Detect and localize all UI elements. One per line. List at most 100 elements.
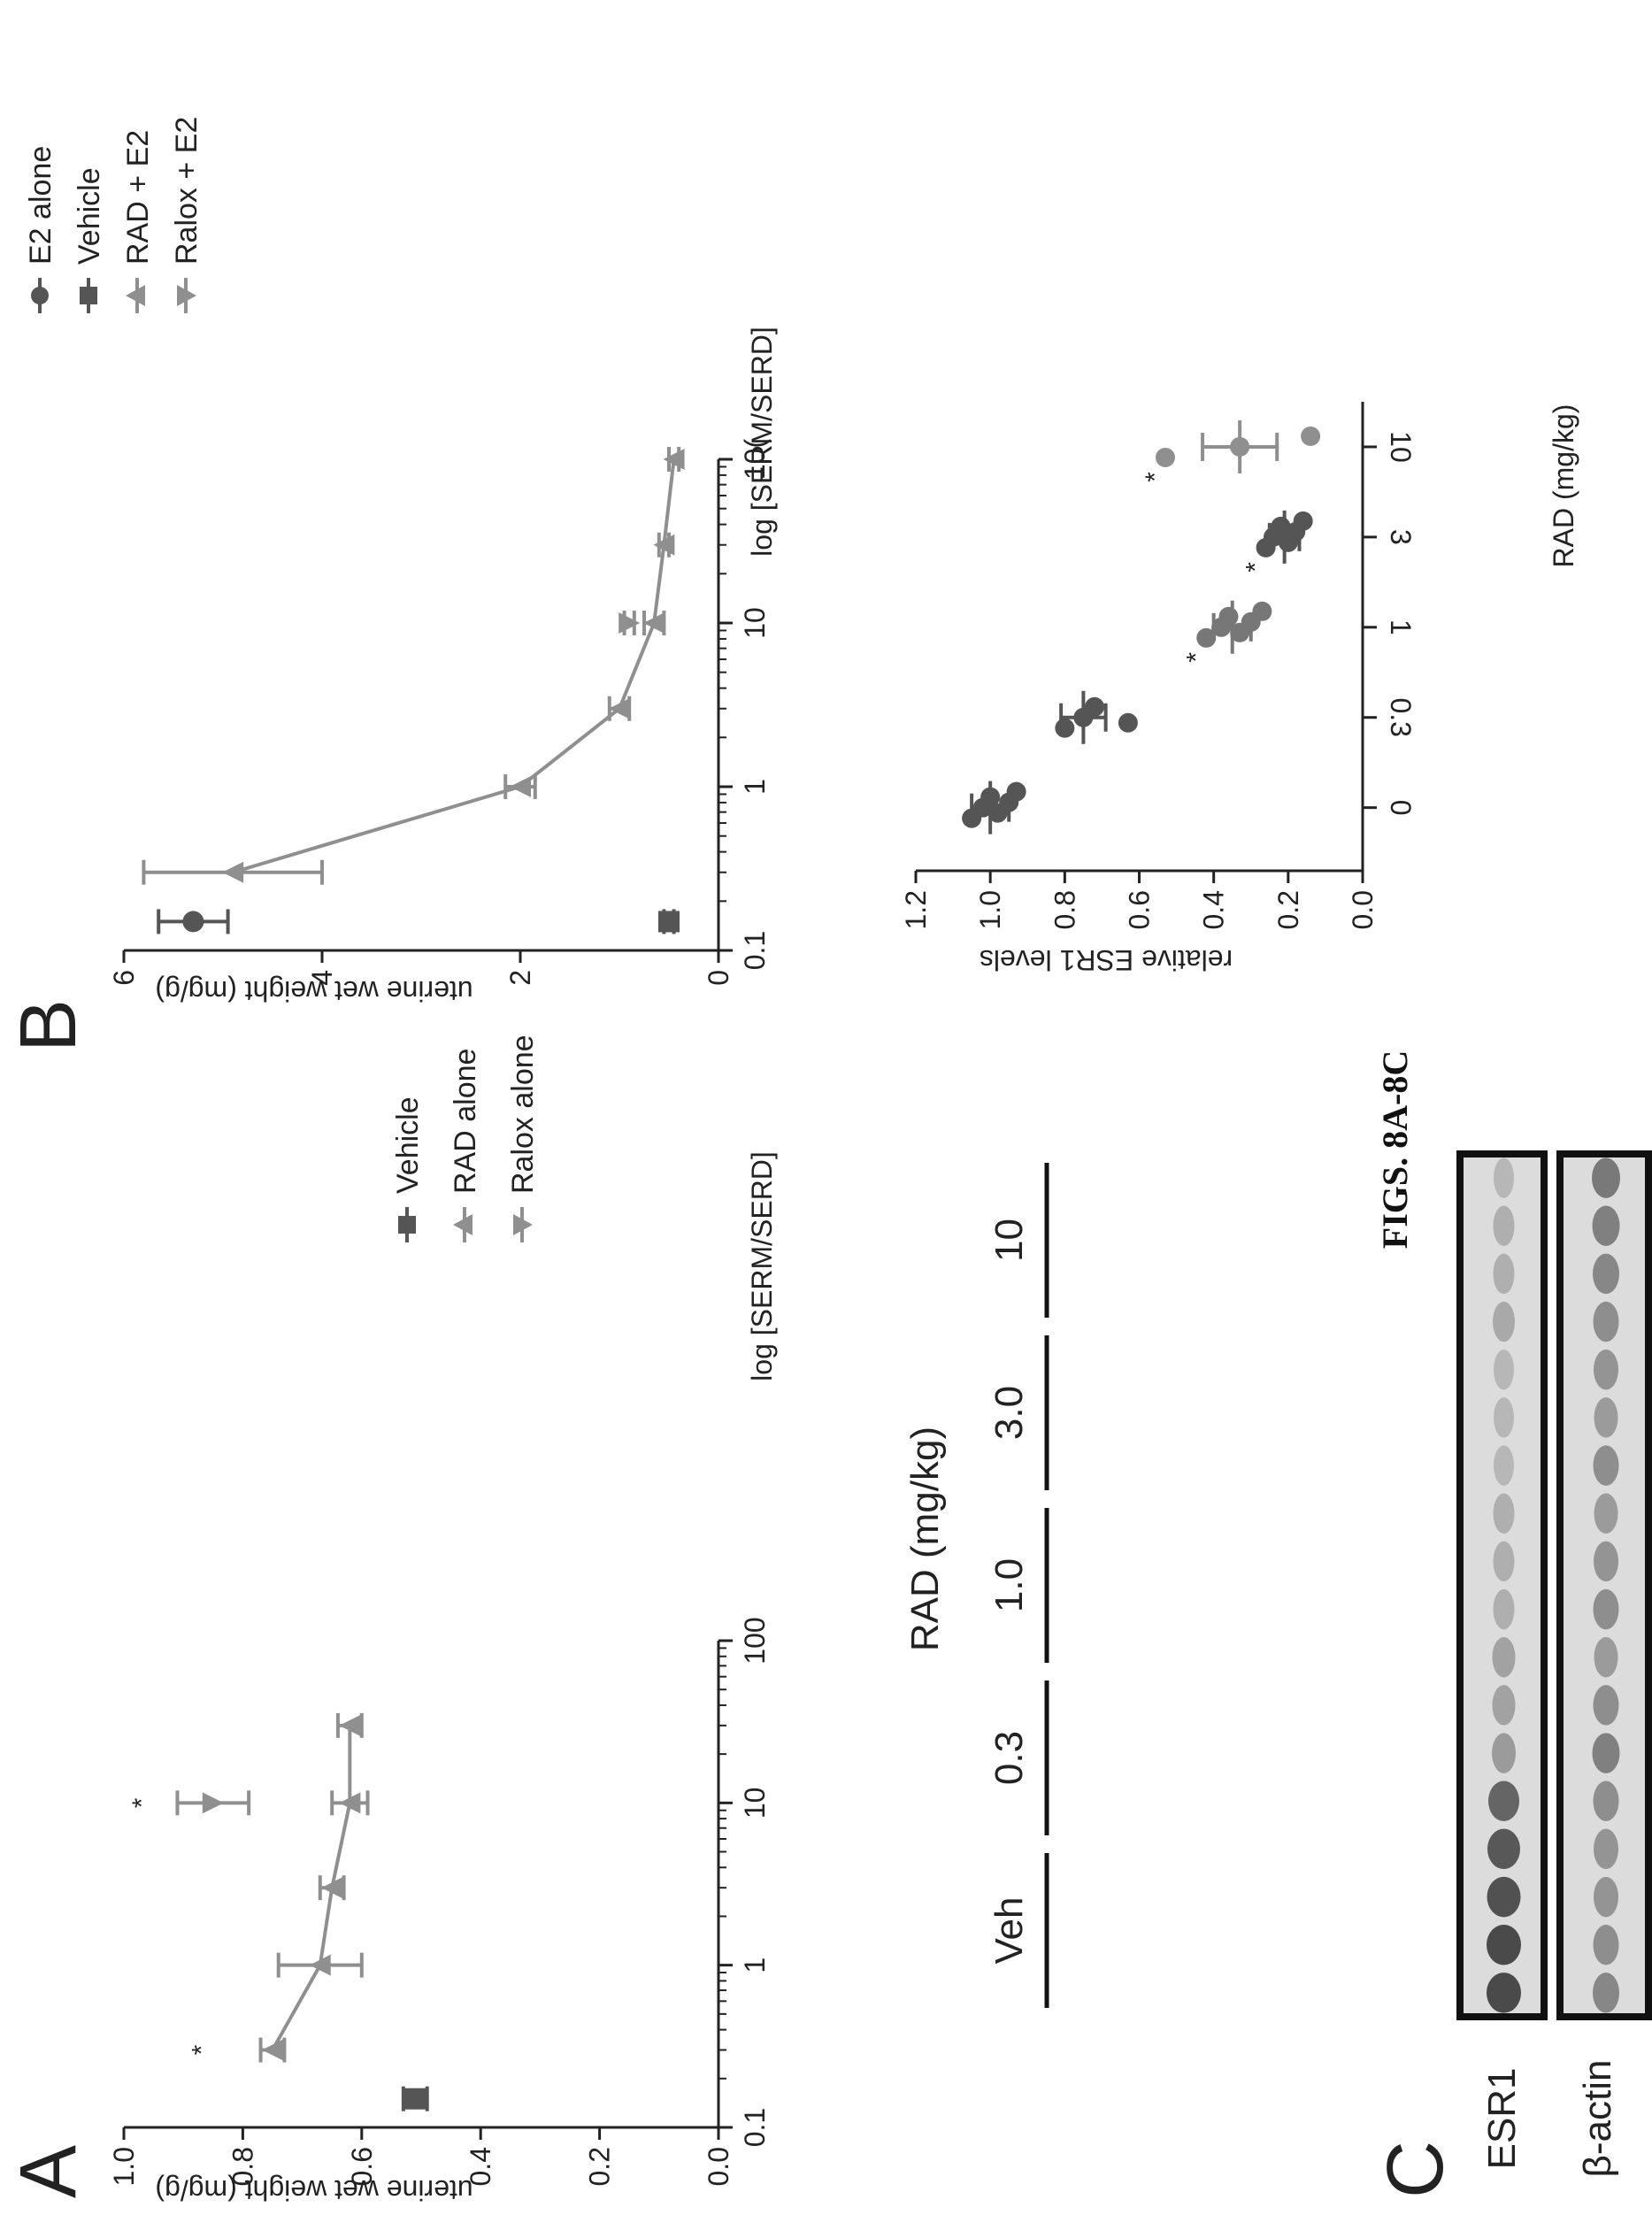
- panel-a-point-ralox-alone: [202, 1792, 224, 1814]
- panel-b-line-rad-e2: [232, 458, 676, 874]
- legend-item-e2-alone: E2 alone: [24, 146, 58, 313]
- panel-c-significance-star: *: [1241, 562, 1271, 573]
- legend-item-vehicle-b: Vehicle: [73, 167, 106, 313]
- blot-band: [1593, 1588, 1619, 1630]
- panel-c-group-0-3: [1055, 690, 1138, 744]
- panel-c-point: [1085, 696, 1104, 717]
- panel-b-point-rad-e2: [643, 612, 665, 634]
- panel-b-point-rad-e2: [510, 776, 531, 797]
- panel-c-point: [1293, 511, 1313, 531]
- panel-a-annotation: *: [187, 2044, 216, 2055]
- panel-a-x-tick-label: 0.1: [739, 2108, 771, 2147]
- panel-a-point-vehicle: [404, 2088, 426, 2110]
- panel-a-point-rad-alone: [309, 1954, 331, 1976]
- panel-c-group-1: *: [1181, 600, 1272, 663]
- panel-a-y-tick-label: 0.8: [227, 2147, 258, 2186]
- panel-c-y-tick-label: 0.8: [1049, 890, 1080, 929]
- legend-item-ralox-alone: Ralox alone: [506, 1034, 540, 1242]
- panel-c-y-tick-label: 1.0: [974, 890, 1006, 929]
- panel-c-point: [1301, 426, 1321, 446]
- panel-a-series-vehicle: [401, 2086, 429, 2111]
- panel-c-x-tick-label: 0.3: [1385, 697, 1417, 736]
- panel-c-group-10: *: [1141, 419, 1321, 482]
- blot-band: [1493, 1253, 1515, 1295]
- panel-c-group-3: *: [1241, 510, 1313, 573]
- panel-b-point-vehicle: [658, 911, 680, 933]
- blot-band: [1487, 1973, 1521, 2013]
- panel-b-point-rad-e2: [609, 697, 630, 719]
- panel-b-point-rad-e2: [222, 861, 244, 883]
- legend-label-e2-alone: E2 alone: [24, 146, 58, 265]
- panel-c-scatter-chart: RAD (mg/kg) relative ESR1 levels 0.0 0.2 0…: [900, 402, 1579, 976]
- panel-a-y-axis-label: uterine wet weight (mg/g): [155, 2174, 473, 2206]
- panel-b-x-tick-label: 10(: [739, 439, 771, 481]
- blot-band: [1594, 1493, 1618, 1534]
- blot-band: [1487, 1925, 1521, 1965]
- lane-group-label: 1.0: [987, 1558, 1031, 1612]
- blot-band: [1592, 1157, 1620, 1198]
- panel-b-y-tick-label: 6: [108, 970, 140, 986]
- panel-b-series-ralox-e2: [619, 611, 641, 635]
- panel-b-x-axis-label: log [SERM/SERD]: [746, 327, 778, 557]
- panel-b-series-vehicle: [658, 909, 680, 934]
- legend-item-rad-alone: RAD alone: [449, 1049, 482, 1242]
- blot-band: [1593, 1973, 1619, 2013]
- panel-a-point-rad-alone: [339, 1714, 361, 1736]
- panel-a-point-rad-alone: [262, 2039, 283, 2061]
- panel-b-series-e2-alone: [157, 909, 230, 934]
- panel-c-point: [1055, 718, 1075, 738]
- lane-group-label: 10: [987, 1219, 1031, 1262]
- panel-c-x-tick-label: 1: [1385, 619, 1417, 635]
- blot-band: [1494, 1397, 1514, 1438]
- panel-a-x-axis-label: log [SERM/SERD]: [746, 1151, 778, 1381]
- panel-c-x-axis-label: RAD (mg/kg): [1548, 404, 1579, 568]
- panel-b-point-ralox-e2: [619, 612, 641, 634]
- band-label-esr1: ESR1: [1480, 2068, 1524, 2170]
- panel-a-point-rad-alone: [339, 1792, 361, 1814]
- panel-b-x-tick-label: 1: [739, 779, 771, 795]
- panel-a-y-tick-label: 0.2: [584, 2147, 616, 2186]
- panel-c-y-tick-label: 0.2: [1272, 890, 1304, 929]
- esr1-band-row-frame: [1456, 1150, 1548, 2020]
- blot-band: [1594, 1397, 1618, 1438]
- panel-c-point: [1252, 601, 1272, 621]
- panel-a-x-tick-label: 10: [739, 1788, 771, 1819]
- legend-label-vehicle-b: Vehicle: [73, 167, 106, 265]
- blot-band: [1492, 1733, 1516, 1773]
- legend-label-ralox-alone: Ralox alone: [506, 1034, 540, 1194]
- blot-band: [1594, 1828, 1618, 1870]
- western-blot: C RAD (mg/kg) ESR1 β-actin Veh 0.3 1.0 3.0 1…: [903, 1150, 1652, 2198]
- panel-b-x-tick-label: 0.1: [739, 931, 771, 970]
- panel-a-series-ralox-alone: [175, 1790, 251, 1816]
- panel-b-point-rad-e2: [653, 534, 675, 556]
- legend-label-vehicle: Vehicle: [391, 1096, 425, 1194]
- blot-band: [1594, 1350, 1618, 1390]
- blot-band: [1593, 1301, 1619, 1342]
- panel-a-letter: A: [4, 2145, 93, 2198]
- lane-group-label: 3.0: [987, 1386, 1031, 1440]
- blot-band: [1492, 1637, 1516, 1678]
- blot-title: RAD (mg/kg): [903, 1427, 947, 1651]
- panel-c-point: [1155, 447, 1175, 467]
- blot-band: [1493, 1493, 1515, 1534]
- blot-band: [1493, 1205, 1515, 1246]
- panel-b-y-tick-label: 4: [306, 970, 338, 986]
- panel-c-y-axis-label: relative ESR1 levels: [980, 944, 1233, 976]
- blot-band: [1594, 1541, 1618, 1582]
- lane-group-label: Veh: [987, 1897, 1031, 1965]
- panel-b-series-rad-e2: [142, 447, 685, 885]
- blot-band: [1593, 1445, 1619, 1486]
- panel-b-chart: log [SERM/SERD] uterine wet weight (mg/g…: [24, 117, 778, 1007]
- blot-band: [1593, 1685, 1619, 1726]
- panel-b-point-rad-e2: [663, 449, 685, 470]
- panel-c-significance-star: *: [1141, 472, 1170, 482]
- figure-caption: FIGS. 8A-8C: [1375, 1050, 1415, 1249]
- legend-label-rad-alone: RAD alone: [449, 1049, 482, 1194]
- panel-a-series-rad-alone: [258, 1712, 370, 2063]
- panel-c-letter: C: [1372, 2141, 1460, 2198]
- panel-c-y-tick-label: 0.6: [1124, 890, 1156, 929]
- blot-band: [1488, 1780, 1519, 1821]
- panel-c-x-tick-label: 3: [1385, 529, 1417, 545]
- panel-c-point: [1006, 781, 1026, 802]
- panel-b-legend: E2 alone Vehicle RAD + E2 Ralox + E2: [24, 117, 204, 313]
